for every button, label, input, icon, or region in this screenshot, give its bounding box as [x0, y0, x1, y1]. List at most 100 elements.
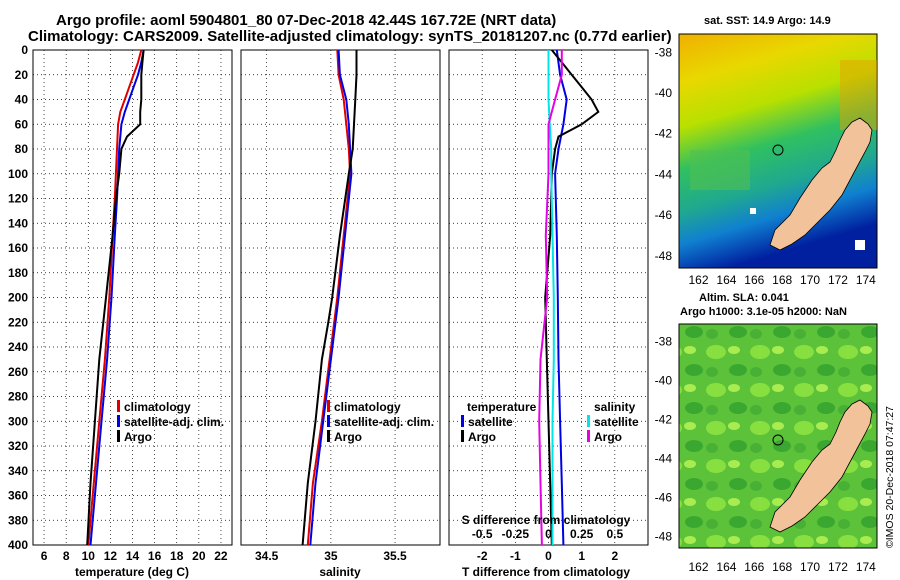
- legend-satellite: satellite-adj. clim.: [124, 415, 224, 429]
- sst-map: [678, 33, 878, 269]
- legend-s-argo: Argo: [594, 430, 622, 444]
- y-tick-label: 120: [8, 192, 28, 206]
- legend-satellite: satellite-adj. clim.: [334, 415, 434, 429]
- series-line-argo: [301, 50, 358, 546]
- lat-tick-label: -38: [655, 335, 673, 349]
- argo-location-marker: [772, 144, 784, 156]
- x-tick-label: 35.5: [383, 549, 407, 563]
- x-tick-label: 16: [148, 549, 162, 563]
- land-south-island: [769, 117, 873, 251]
- land-south-island: [769, 399, 873, 533]
- temperature-legend: climatology satellite-adj. clim. Argo: [117, 400, 224, 444]
- y-tick-label: 340: [8, 464, 28, 478]
- tdiff-xlabel: T difference from climatology: [462, 565, 630, 579]
- series-line-satellite-adj-clim-: [89, 49, 145, 546]
- legend-swatch-climatology: [327, 400, 330, 412]
- lat-tick-label: -42: [655, 412, 673, 426]
- difference-legend: temperature satellite Argo salinity sate…: [461, 400, 639, 444]
- legend-argo: Argo: [124, 430, 152, 444]
- y-tick-label: 100: [8, 167, 28, 181]
- salinity-panel: [240, 49, 441, 546]
- legend-swatch-t-satellite: [461, 415, 464, 427]
- lon-tick-label: 174: [856, 273, 876, 287]
- lon-tick-label: 164: [716, 560, 736, 574]
- series-line-climatology: [306, 49, 352, 546]
- lat-tick-label: -40: [655, 86, 673, 100]
- lat-tick-label: -46: [655, 208, 673, 222]
- lon-tick-label: 174: [856, 560, 876, 574]
- salinity-legend: climatology satellite-adj. clim. Argo: [327, 400, 434, 444]
- diff-line-s-argo: [538, 50, 563, 546]
- y-tick-label: 60: [15, 117, 29, 131]
- x-tick-label: 10: [82, 549, 96, 563]
- x-tick-label: 34.5: [255, 549, 279, 563]
- series-line-satellite-adj-clim-: [309, 49, 353, 546]
- x-tick-label: 12: [104, 549, 118, 563]
- lon-tick-label: 172: [828, 560, 848, 574]
- lon-tick-label: 162: [689, 273, 709, 287]
- sla-map-title-1: Altim. SLA: 0.041: [699, 292, 789, 304]
- diff-line-t-argo: [544, 49, 600, 546]
- lat-tick-label: -38: [655, 45, 673, 59]
- argo-location-marker: [772, 434, 784, 446]
- series-line-climatology: [87, 49, 143, 546]
- x-tick-label: 20: [192, 549, 206, 563]
- legend-swatch-s-argo: [587, 430, 590, 442]
- lon-tick-label: 166: [744, 560, 764, 574]
- sla-map: [678, 323, 878, 549]
- lon-tick-label: 170: [800, 273, 820, 287]
- s-diff-tick-label: 0.5: [606, 527, 623, 541]
- s-diff-tick-label: -0.25: [502, 527, 530, 541]
- lat-tick-label: -44: [655, 451, 673, 465]
- y-tick-label: 40: [15, 93, 29, 107]
- x-tick-label: 6: [41, 549, 48, 563]
- lon-tick-label: 166: [744, 273, 764, 287]
- x-tick-label: 8: [63, 549, 70, 563]
- temperature-xlabel: temperature (deg C): [75, 565, 189, 579]
- legend-swatch-argo: [117, 430, 120, 442]
- y-tick-label: 80: [15, 142, 29, 156]
- sst-map-title: sat. SST: 14.9 Argo: 14.9: [704, 15, 831, 27]
- y-tick-label: 0: [21, 43, 28, 57]
- y-tick-label: 320: [8, 439, 28, 453]
- series-line-argo: [86, 49, 145, 546]
- diff-line-s-satellite: [547, 50, 555, 545]
- sla-map-title-2: Argo h1000: 3.1e-05 h2000: NaN: [680, 306, 847, 318]
- x-tick-label: 18: [170, 549, 184, 563]
- legend-swatch-argo: [327, 430, 330, 442]
- lat-tick-label: -42: [655, 127, 673, 141]
- legend-t-argo: Argo: [468, 430, 496, 444]
- y-tick-label: 280: [8, 390, 28, 404]
- y-tick-label: 180: [8, 266, 28, 280]
- x-tick-label: 35: [324, 549, 338, 563]
- s-diff-tick-label: -0.5: [472, 527, 493, 541]
- y-tick-label: 140: [8, 216, 28, 230]
- y-tick-label: 20: [15, 68, 29, 82]
- s-diff-tick-label: 0: [545, 527, 552, 541]
- legend-swatch-satellite: [117, 415, 120, 427]
- title-line-1: Argo profile: aoml 5904801_80 07-Dec-201…: [56, 12, 557, 29]
- x-tick-label: 1: [578, 549, 585, 563]
- x-tick-label: 22: [214, 549, 228, 563]
- x-tick-label: -1: [510, 549, 521, 563]
- y-tick-label: 200: [8, 291, 28, 305]
- legend-salinity-title: salinity: [594, 400, 636, 414]
- lat-tick-label: -48: [655, 529, 673, 543]
- legend-climatology: climatology: [124, 400, 191, 414]
- sdiff-xlabel: S difference from climatology: [462, 513, 631, 527]
- y-tick-label: 220: [8, 315, 28, 329]
- legend-t-satellite: satellite: [468, 415, 513, 429]
- legend-swatch-satellite: [327, 415, 330, 427]
- y-tick-label: 240: [8, 340, 28, 354]
- legend-climatology: climatology: [334, 400, 401, 414]
- legend-swatch-climatology: [117, 400, 120, 412]
- lon-tick-label: 162: [689, 560, 709, 574]
- y-tick-label: 400: [8, 538, 28, 552]
- title-line-2: Climatology: CARS2009. Satellite-adjuste…: [28, 28, 672, 45]
- lon-tick-label: 172: [828, 273, 848, 287]
- y-tick-label: 260: [8, 365, 28, 379]
- legend-argo: Argo: [334, 430, 362, 444]
- x-tick-label: 14: [126, 549, 140, 563]
- lat-tick-label: -46: [655, 490, 673, 504]
